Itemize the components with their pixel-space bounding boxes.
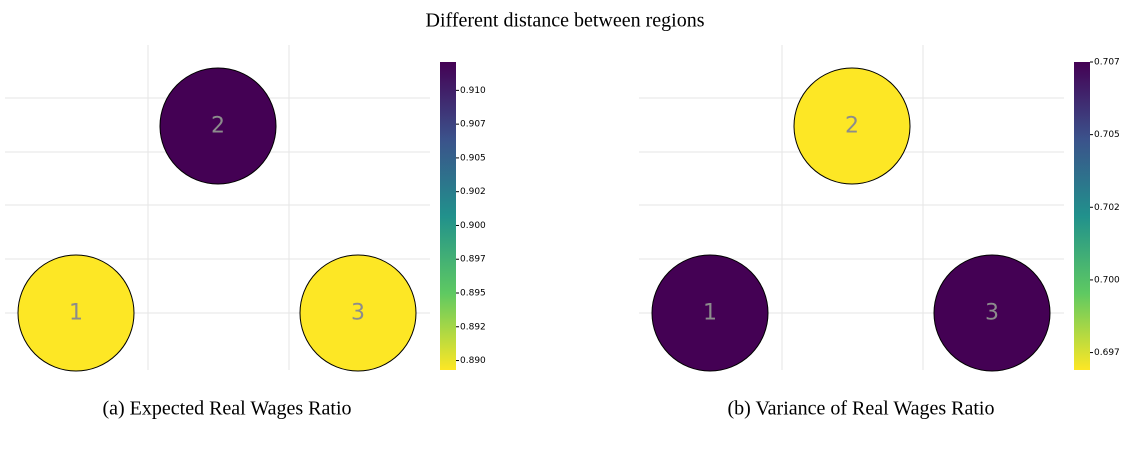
node [793,67,911,185]
colorbar-tick-label: 0.707 [1094,58,1120,68]
node [651,254,769,372]
colorbar-tick-label: 0.702 [1094,203,1120,213]
node-label: 1 [703,301,717,326]
panel-caption: (b) Variance of Real Wages Ratio [727,398,994,420]
panel-caption: (a) Expected Real Wages Ratio [102,398,351,420]
node-label: 1 [69,301,83,326]
node-label: 2 [845,114,859,139]
node [933,254,1051,372]
colorbar-tick-label: 0.892 [460,322,486,332]
node-label: 3 [351,301,365,326]
node [17,254,135,372]
colorbar-tick-label: 0.697 [1094,348,1120,358]
colorbar-tick-label: 0.895 [460,289,486,299]
colorbar [1074,62,1090,370]
colorbar-tick-label: 0.700 [1094,275,1120,285]
colorbar-tick-label: 0.910 [460,86,486,96]
colorbar-tick-label: 0.890 [460,356,486,366]
colorbar-tick-label: 0.905 [460,153,486,163]
figure-title: Different distance between regions [426,10,705,32]
colorbar-tick-label: 0.907 [460,120,486,130]
colorbar [440,62,456,370]
colorbar-tick-label: 0.705 [1094,130,1120,140]
node [159,67,277,185]
node-label: 2 [211,114,225,139]
node [299,254,417,372]
node-label: 3 [985,301,999,326]
colorbar-tick-label: 0.902 [460,187,486,197]
colorbar-tick-label: 0.897 [460,255,486,265]
colorbar-tick-label: 0.900 [460,221,486,231]
